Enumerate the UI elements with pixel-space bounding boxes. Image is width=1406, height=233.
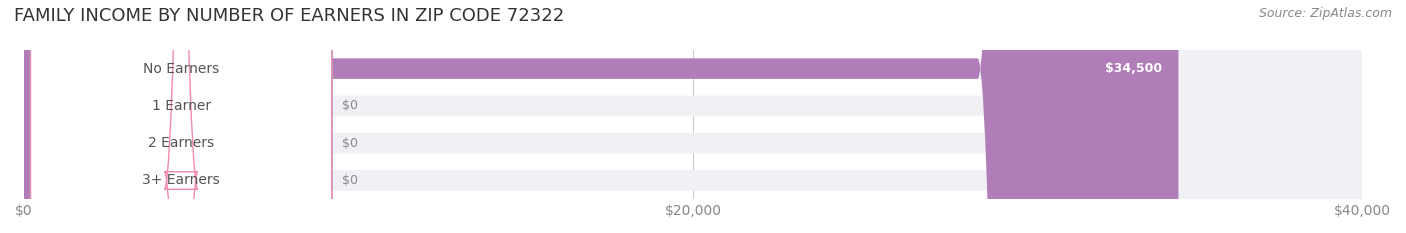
Text: $0: $0 <box>342 137 357 150</box>
FancyBboxPatch shape <box>24 0 1178 233</box>
Text: $34,500: $34,500 <box>1105 62 1161 75</box>
FancyBboxPatch shape <box>31 0 332 233</box>
FancyBboxPatch shape <box>31 0 332 233</box>
FancyBboxPatch shape <box>31 0 332 233</box>
FancyBboxPatch shape <box>24 0 1362 233</box>
Text: 2 Earners: 2 Earners <box>148 136 214 150</box>
Text: $0: $0 <box>342 174 357 187</box>
Text: FAMILY INCOME BY NUMBER OF EARNERS IN ZIP CODE 72322: FAMILY INCOME BY NUMBER OF EARNERS IN ZI… <box>14 7 564 25</box>
Text: No Earners: No Earners <box>143 62 219 75</box>
Text: 3+ Earners: 3+ Earners <box>142 174 219 188</box>
Text: 1 Earner: 1 Earner <box>152 99 211 113</box>
Text: $0: $0 <box>342 99 357 112</box>
FancyBboxPatch shape <box>31 0 332 233</box>
Text: Source: ZipAtlas.com: Source: ZipAtlas.com <box>1258 7 1392 20</box>
FancyBboxPatch shape <box>24 0 1362 233</box>
FancyBboxPatch shape <box>24 0 1362 233</box>
FancyBboxPatch shape <box>24 0 1362 233</box>
